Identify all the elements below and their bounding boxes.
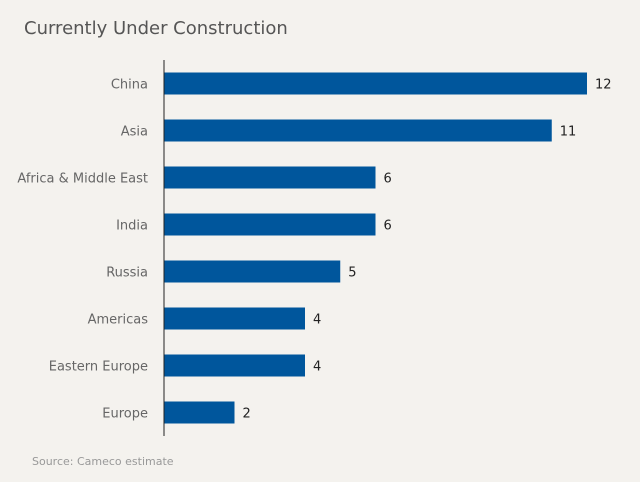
bar xyxy=(164,119,552,142)
value-label: 6 xyxy=(384,172,392,187)
category-label: Americas xyxy=(88,313,149,328)
category-label: Eastern Europe xyxy=(49,360,148,375)
bar xyxy=(164,307,305,330)
bar xyxy=(164,72,587,95)
category-label: Asia xyxy=(121,125,148,140)
bar xyxy=(164,401,235,424)
source-note: Source: Cameco estimate xyxy=(32,455,174,468)
category-label: Russia xyxy=(106,266,148,281)
category-label: Europe xyxy=(102,407,148,422)
category-label: China xyxy=(111,78,148,93)
value-label: 4 xyxy=(313,313,321,328)
bar xyxy=(164,260,341,283)
bar xyxy=(164,213,376,236)
category-label: India xyxy=(116,219,148,234)
chart-title: Currently Under Construction xyxy=(24,18,288,39)
bars-group: China 12 Asia 11 Africa & Middle East 6 India 6… xyxy=(17,72,612,424)
value-label: 11 xyxy=(560,125,577,140)
category-label: Africa & Middle East xyxy=(17,172,148,187)
value-label: 5 xyxy=(348,266,356,281)
value-label: 12 xyxy=(595,78,612,93)
bar xyxy=(164,354,305,377)
bar xyxy=(164,166,376,189)
value-label: 4 xyxy=(313,360,321,375)
value-label: 2 xyxy=(243,407,251,422)
value-label: 6 xyxy=(384,219,392,234)
